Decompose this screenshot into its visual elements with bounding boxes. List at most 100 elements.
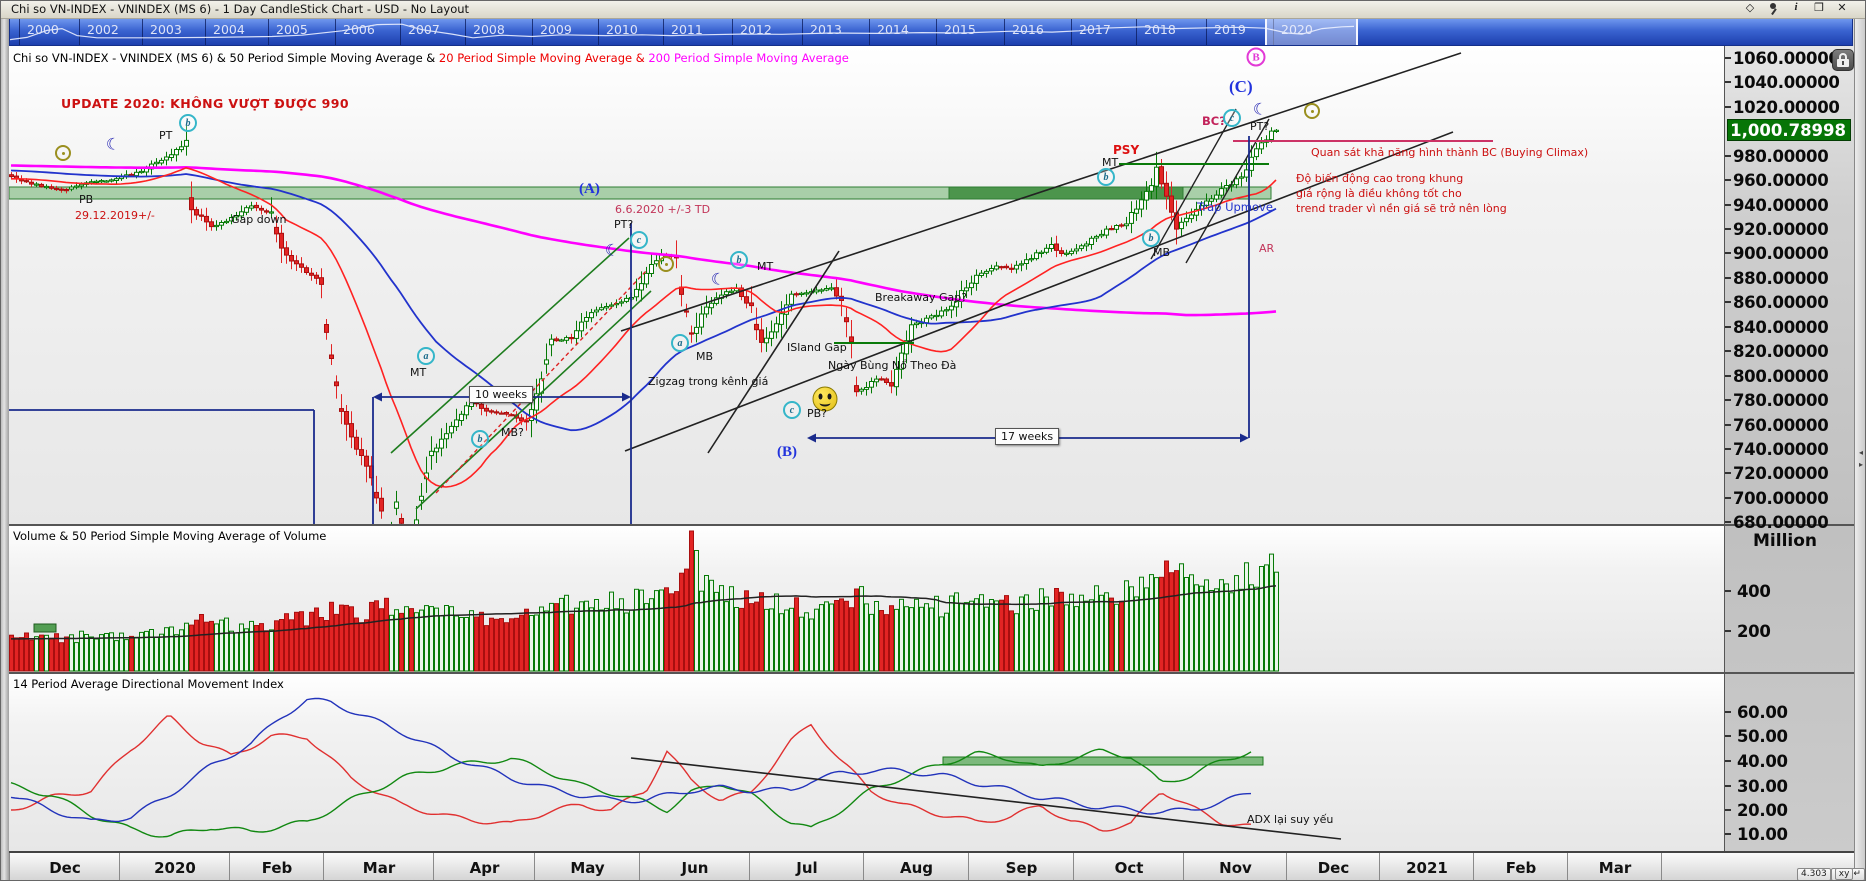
price-axis-label: 760.00000 xyxy=(1733,416,1829,435)
scroll-right-arrow-icon[interactable]: ▸ xyxy=(1858,460,1863,469)
label-pb: PB xyxy=(79,193,94,206)
volume-panel-title: Volume & 50 Period Simple Moving Average… xyxy=(13,529,327,543)
coordinate-value: 4.303 xyxy=(1797,868,1831,880)
year-strip-tick xyxy=(268,19,269,45)
info-icon[interactable]: i xyxy=(1794,1,1798,13)
year-strip-label-2011[interactable]: 2011 xyxy=(671,22,703,37)
year-strip-sparkline xyxy=(10,23,1355,41)
coordinate-readout: 4.303 xy ↵ xyxy=(1797,868,1865,880)
year-navigator-strip[interactable]: 2000 2002 2003 2004 2005 2006 2007 2008 2009 2010… xyxy=(9,18,1853,46)
year-strip-label-2003[interactable]: 2003 xyxy=(150,22,182,37)
axis-tick xyxy=(1725,424,1731,426)
axis-tick xyxy=(1725,760,1731,762)
year-strip-selection[interactable] xyxy=(1265,19,1358,45)
volume-axis-label: 200 xyxy=(1737,622,1771,641)
year-strip-label-2000[interactable]: 2000 xyxy=(27,22,59,37)
year-strip-label-2017[interactable]: 2017 xyxy=(1079,22,1111,37)
price-axis-label: 940.00000 xyxy=(1733,196,1829,215)
year-strip-label-2007[interactable]: 2007 xyxy=(408,22,440,37)
circle-c-icon: c xyxy=(1223,109,1241,127)
circle-dot-icon xyxy=(658,256,674,272)
year-strip-label-2002[interactable]: 2002 xyxy=(87,22,119,37)
time-axis-cell: Feb xyxy=(229,853,324,880)
axis-tick xyxy=(1725,204,1731,206)
year-strip-label-2006[interactable]: 2006 xyxy=(343,22,375,37)
circle-a-icon: a xyxy=(417,347,435,365)
price-axis-label: 800.00000 xyxy=(1733,367,1829,386)
axis-tick xyxy=(1725,179,1731,181)
price-axis-label: 960.00000 xyxy=(1733,171,1829,190)
circle-b-icon: b xyxy=(1097,168,1115,186)
year-strip-label-2016[interactable]: 2016 xyxy=(1012,22,1044,37)
time-axis-cell: Apr xyxy=(433,853,535,880)
year-strip-tick xyxy=(936,19,937,45)
scale-lock-button[interactable] xyxy=(1832,49,1854,71)
year-strip-tick xyxy=(732,19,733,45)
axis-tick xyxy=(1725,785,1731,787)
year-strip-label-2010[interactable]: 2010 xyxy=(606,22,638,37)
year-strip-label-2020[interactable]: 2020 xyxy=(1281,22,1313,37)
restore-diamond-icon[interactable]: ◇ xyxy=(1745,1,1755,14)
axis-tick xyxy=(1725,735,1731,737)
moon-icon: ☾ xyxy=(1252,99,1268,119)
price-axis-label: 860.00000 xyxy=(1733,293,1829,312)
note-bc-watch: Quan sát khả năng hình thành BC (Buying … xyxy=(1311,146,1589,159)
year-strip-tick xyxy=(205,19,206,45)
year-strip-label-2019[interactable]: 2019 xyxy=(1214,22,1246,37)
pin-icon[interactable] xyxy=(1766,1,1780,14)
year-strip-label-2018[interactable]: 2018 xyxy=(1144,22,1176,37)
chart-title-segment: 20 Period Simple Moving Average xyxy=(438,51,633,65)
time-axis-cell: Mar xyxy=(1567,853,1662,880)
circle-b-icon: b xyxy=(1142,229,1160,247)
year-strip-tick xyxy=(19,19,20,45)
year-strip-tick xyxy=(1273,19,1274,45)
axis-tick xyxy=(1725,630,1731,632)
axis-tick xyxy=(1725,711,1731,713)
volume-panel xyxy=(9,525,1724,673)
year-strip-label-2015[interactable]: 2015 xyxy=(944,22,976,37)
adx-axis-label: 20.00 xyxy=(1737,801,1788,820)
circle-dot-icon xyxy=(55,145,71,161)
time-axis-cell: Mar xyxy=(323,853,434,880)
time-axis-cell: Oct xyxy=(1073,853,1184,880)
axis-tick xyxy=(1725,301,1731,303)
year-strip-label-2005[interactable]: 2005 xyxy=(276,22,308,37)
time-axis-cell: Aug xyxy=(863,853,969,880)
price-axis-label: 1020.00000 xyxy=(1733,98,1840,117)
volume-axis-label: 400 xyxy=(1737,582,1771,601)
axis-tick xyxy=(1725,472,1731,474)
circle-b-icon: b xyxy=(179,114,197,132)
scroll-left-arrow-icon[interactable]: ◂ xyxy=(1858,448,1863,457)
close-icon[interactable]: ✕ xyxy=(1837,1,1847,14)
panel-divider[interactable] xyxy=(9,524,1854,526)
label-wave-c: (C) xyxy=(1229,77,1253,96)
axis-tick xyxy=(1725,809,1731,811)
axis-tick xyxy=(1725,326,1731,328)
label-pt-q2: PT? xyxy=(1250,120,1270,133)
label-pt: PT xyxy=(159,129,173,142)
year-strip-label-2013[interactable]: 2013 xyxy=(810,22,842,37)
price-axis-label: 980.00000 xyxy=(1733,147,1829,166)
time-axis-cell: Sep xyxy=(968,853,1074,880)
measure-label-10-weeks: 10 weeks xyxy=(469,386,534,403)
maximize-icon[interactable]: ❒ xyxy=(1814,1,1824,14)
year-strip-label-2004[interactable]: 2004 xyxy=(213,22,245,37)
note-volatility-3: trend trader vì nền giá sẽ trở nên lòng xyxy=(1296,202,1507,215)
year-strip-label-2012[interactable]: 2012 xyxy=(740,22,772,37)
axis-tick xyxy=(1725,590,1731,592)
time-axis-cell: Dec xyxy=(1286,853,1380,880)
coordinate-mode[interactable]: xy ↵ xyxy=(1830,868,1865,880)
price-axis-label: 680.00000 xyxy=(1733,513,1829,532)
year-strip-label-2008[interactable]: 2008 xyxy=(473,22,505,37)
year-strip-tick xyxy=(400,19,401,45)
label-psy: PSY xyxy=(1113,143,1140,157)
price-axis-column[interactable] xyxy=(1724,46,1854,851)
label-wave-a: (A) xyxy=(579,181,600,197)
year-strip-tick xyxy=(79,19,80,45)
year-strip-label-2009[interactable]: 2009 xyxy=(540,22,572,37)
panel-divider[interactable] xyxy=(9,672,1854,674)
vertical-scrollbar[interactable]: ◂ ▸ xyxy=(1854,18,1865,880)
chart-title-segment: 200 Period Simple Moving Average xyxy=(648,51,849,65)
year-strip-tick xyxy=(142,19,143,45)
year-strip-label-2014[interactable]: 2014 xyxy=(877,22,909,37)
